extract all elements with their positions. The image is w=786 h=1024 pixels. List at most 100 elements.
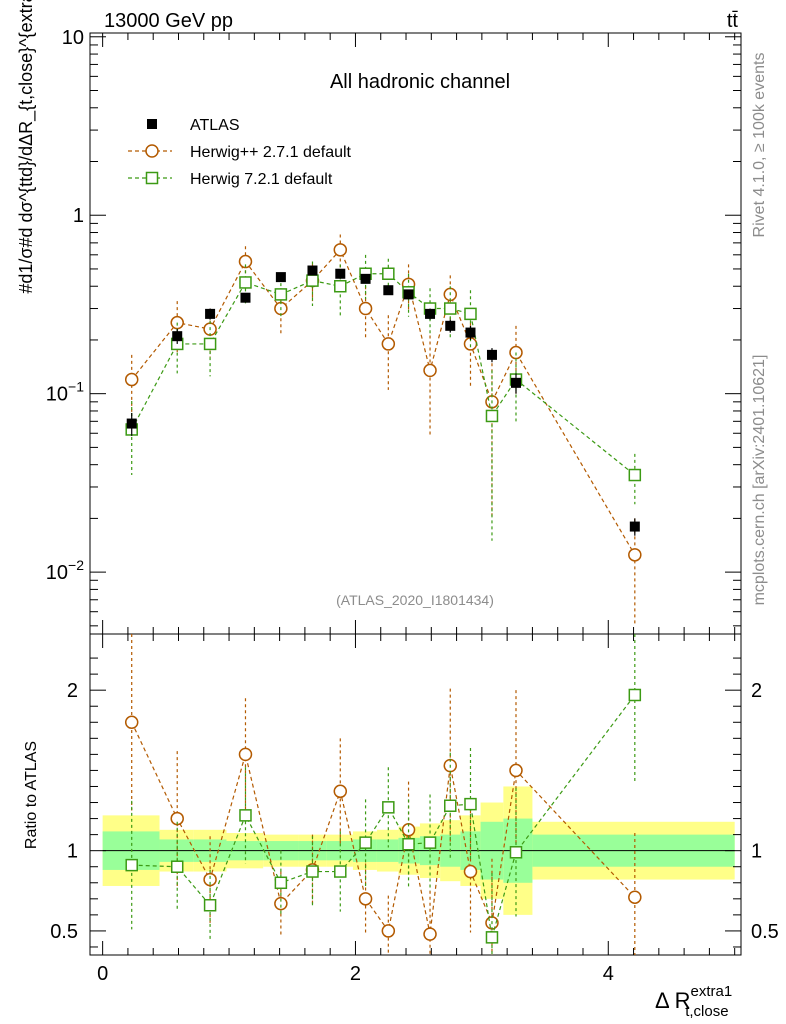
data-point [485, 409, 499, 423]
ratio-point [381, 924, 396, 938]
data-point [444, 302, 457, 315]
data-point [381, 337, 396, 351]
ratio-point [423, 836, 437, 849]
legend-label: Herwig 7.2.1 default [190, 171, 333, 188]
data-point [307, 265, 318, 276]
data-point [124, 372, 139, 387]
data-point [203, 337, 217, 351]
ratio-point [628, 890, 642, 904]
ratio-line [131, 722, 636, 935]
data-point [172, 331, 183, 342]
data-point [464, 307, 477, 321]
y-tick-label: 10−1 [46, 379, 84, 406]
ratio-point [509, 763, 523, 778]
y-tick-label: 2 [67, 680, 78, 702]
data-point [423, 363, 437, 378]
data-point [629, 521, 640, 532]
ratio-series-1 [124, 634, 642, 955]
x-tick-label: 0 [97, 963, 108, 985]
y-axis-label-ratio: Ratio to ATLAS [23, 741, 40, 849]
ratio-point [334, 865, 347, 878]
data-point [126, 418, 137, 429]
legend-marker [145, 171, 159, 185]
data-point [445, 320, 456, 331]
ratio-point [203, 872, 217, 887]
y-tick-label: 10−2 [46, 557, 84, 584]
ratio-point [239, 809, 252, 822]
y-tick-label-right: 1 [751, 841, 762, 863]
data-point [486, 349, 497, 360]
legend-label: ATLAS [190, 117, 240, 134]
side-text-mcplots: mcplots.cern.ch [arXiv:2401.10621] [751, 355, 768, 606]
data-point [238, 254, 253, 269]
ratio-point [444, 799, 457, 812]
y-tick-label: 1 [67, 841, 78, 863]
ratio-point [464, 797, 477, 811]
data-point [628, 468, 642, 482]
ratio-point [274, 876, 288, 890]
data-point [205, 308, 216, 319]
ratio-point [509, 846, 523, 859]
data-point [240, 292, 251, 303]
ratio-point [359, 836, 372, 849]
data-point [239, 276, 252, 289]
data-point [403, 289, 414, 300]
y-tick-label: 1 [73, 205, 84, 227]
ratio-point [203, 898, 217, 912]
ratio-series-2 [125, 634, 642, 955]
y-tick-label: 0.5 [50, 921, 78, 943]
main-frame [89, 32, 742, 635]
ratio-point [238, 747, 253, 762]
ratio-point [274, 896, 288, 911]
y-tick-label-right: 2 [751, 680, 762, 702]
data-point [335, 268, 346, 279]
data-point [425, 308, 436, 319]
data-point [333, 243, 348, 257]
data-point [334, 279, 347, 293]
ratio-point [382, 801, 395, 814]
ratio-point [423, 927, 437, 941]
ratio-point [170, 860, 184, 873]
series-0 [126, 265, 640, 536]
x-axis-label: Δ Rextra1 t,close [655, 983, 732, 1020]
ratio-point [402, 838, 415, 851]
x-tick-label: 2 [350, 963, 361, 985]
series-line [131, 248, 636, 556]
y-axis-label-main: #d1/σ#d dσ^{ttd}/dΔR_{t,close}^{extra1} [16, 0, 37, 294]
data-point [465, 327, 476, 338]
ratio-point [485, 931, 499, 944]
side-text-rivet: Rivet 4.1.0, ≥ 100k events [751, 53, 768, 238]
ratio-point [628, 688, 642, 702]
legend-marker [145, 144, 159, 158]
y-tick-label-right: 0.5 [751, 921, 779, 943]
ratio-point [463, 864, 478, 879]
data-point [306, 274, 319, 287]
series-2 [125, 254, 642, 541]
ratio-point [333, 784, 348, 799]
channel-label: All hadronic channel [330, 71, 510, 93]
header-left: 13000 GeV pp [104, 10, 233, 32]
ratio-point [124, 715, 139, 730]
data-point [358, 301, 373, 316]
data-point [360, 273, 371, 284]
data-point [274, 288, 288, 301]
ratio-point [125, 858, 138, 872]
series-line [131, 273, 636, 476]
ratio-point [306, 865, 319, 878]
header-right: tt̄ [727, 10, 739, 32]
legend-label: Herwig++ 2.7.1 default [190, 144, 352, 161]
data-point [275, 272, 286, 283]
ratio-point [358, 892, 373, 906]
data-point [628, 548, 642, 562]
data-point [383, 285, 394, 296]
analysis-id: (ATLAS_2020_I1801434) [336, 592, 494, 608]
series-1 [124, 234, 642, 626]
x-tick-label: 4 [603, 963, 614, 985]
ratio-frame [89, 633, 742, 956]
ratio-line [131, 694, 636, 938]
y-tick-label: 10 [62, 27, 84, 49]
data-point [510, 377, 521, 388]
data-point [382, 267, 395, 280]
legend-marker [147, 119, 157, 129]
